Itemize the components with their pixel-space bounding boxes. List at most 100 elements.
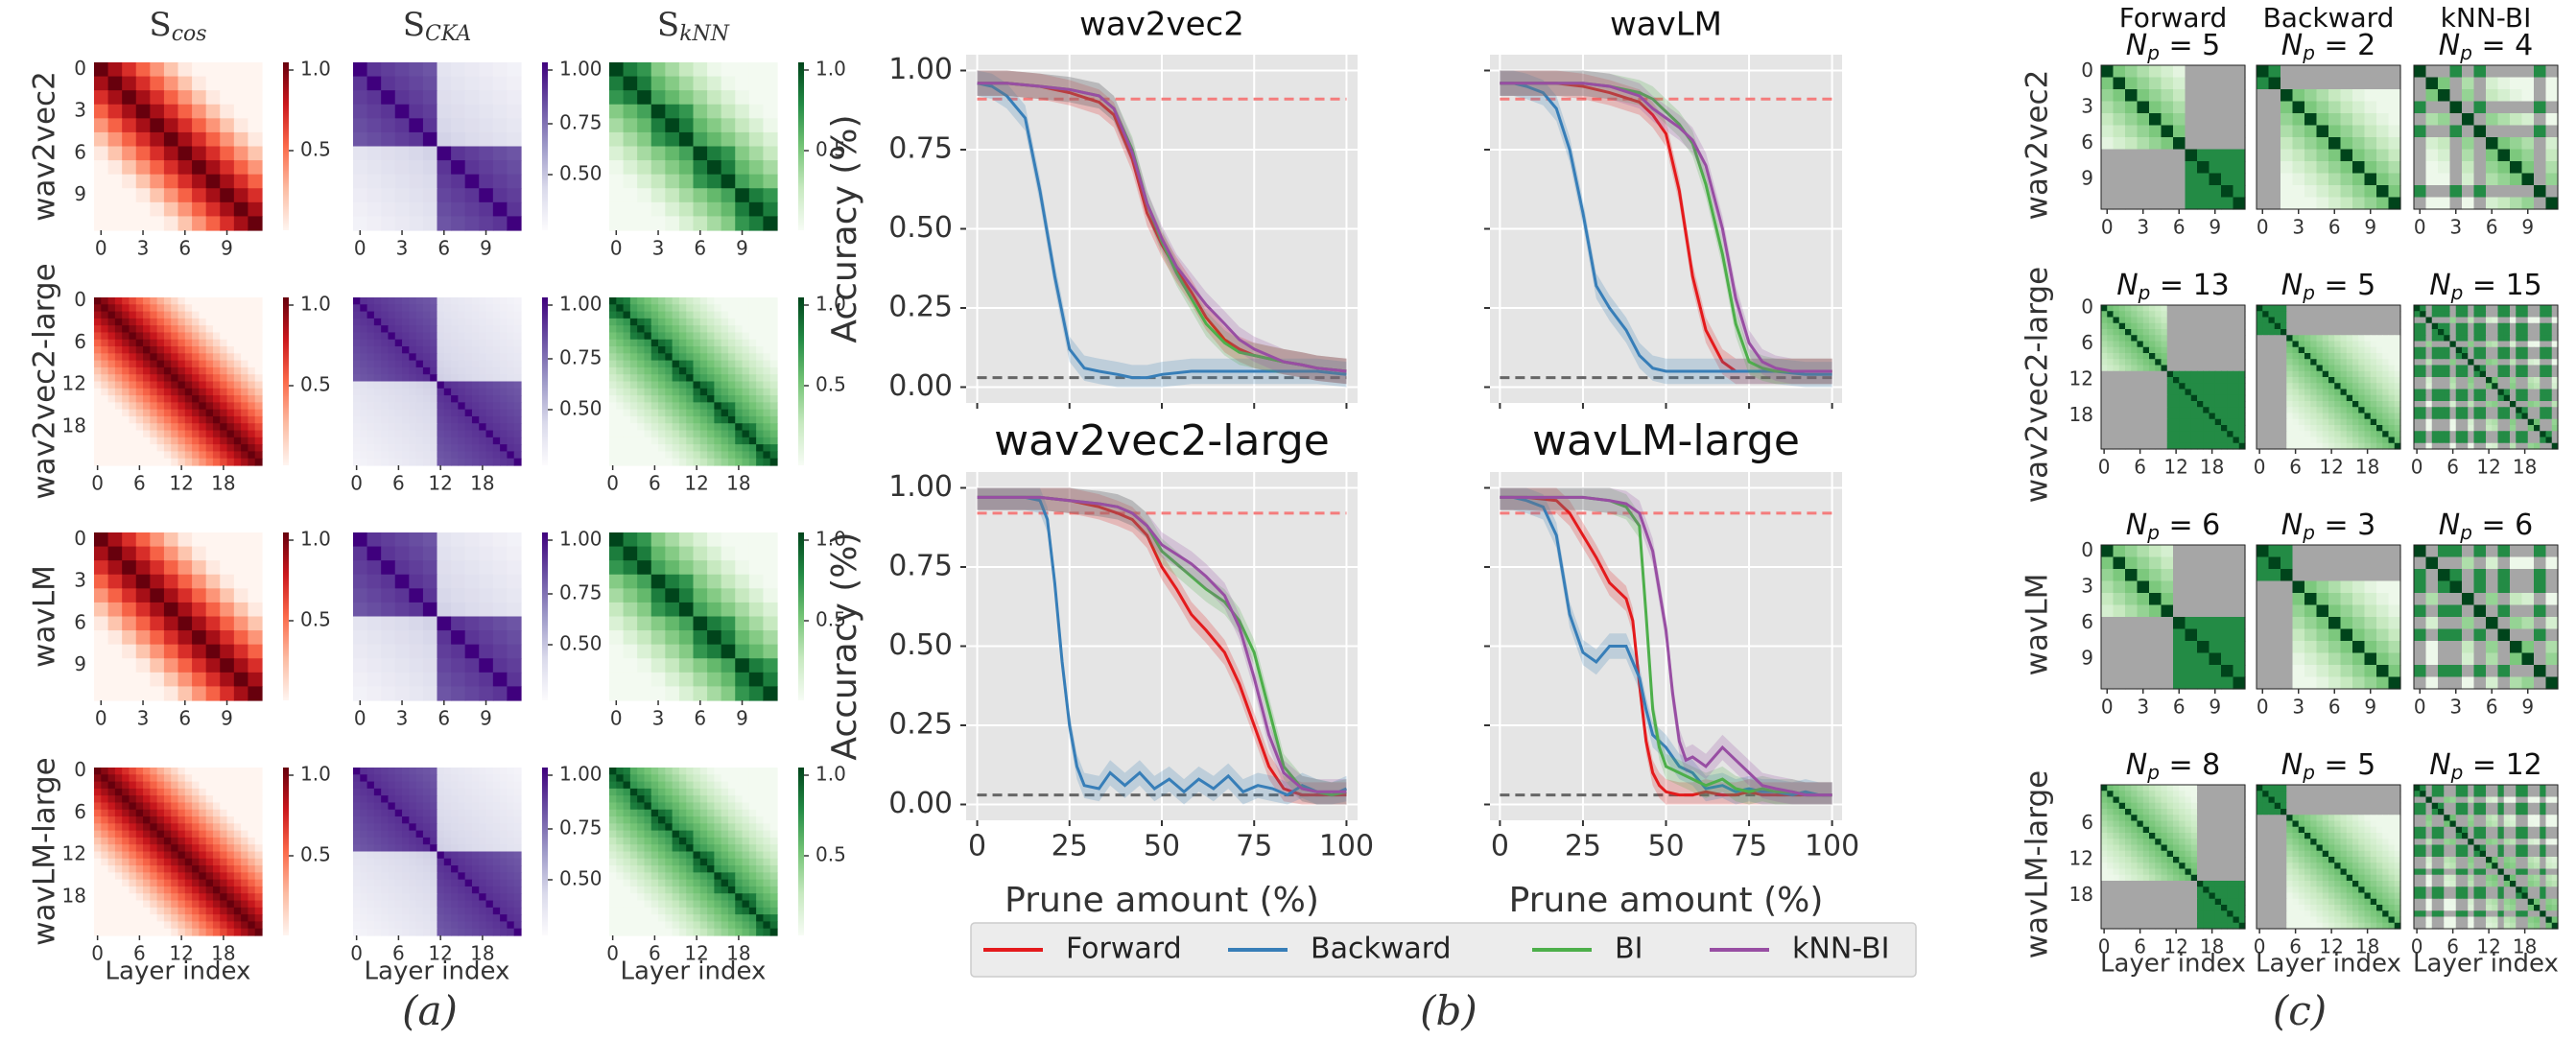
- heatmap-cell: [513, 395, 522, 403]
- heatmap-cell: [735, 823, 744, 832]
- heatmap-cell: [693, 360, 701, 368]
- heatmap-cell: [402, 844, 410, 853]
- heatmap-cell: [233, 837, 242, 845]
- heatmap-cell: [748, 830, 757, 839]
- heatmap-cell: [629, 837, 638, 845]
- heatmap-cell: [616, 928, 625, 936]
- heatmap-cell: [381, 616, 396, 631]
- heatmap-cell: [205, 423, 214, 432]
- heatmap-cell: [699, 795, 708, 804]
- heatmap-cell: [693, 311, 701, 319]
- heatmap-cell: [163, 366, 172, 375]
- x-tick-label: 6: [392, 942, 405, 965]
- heatmap-cell: [707, 311, 715, 319]
- heatmap-cell: [192, 816, 200, 824]
- heatmap-cell: [735, 131, 750, 148]
- heatmap-cell: [150, 76, 165, 91]
- heatmap-cell: [248, 802, 256, 811]
- heatmap-cell: [366, 872, 375, 881]
- heatmap-cell: [199, 402, 207, 411]
- map-cell: [2268, 77, 2281, 90]
- heatmap-cell: [451, 788, 459, 796]
- heatmap-cell: [623, 76, 638, 91]
- heatmap-cell: [415, 823, 424, 832]
- heatmap-cell: [409, 795, 417, 804]
- heatmap-cell: [665, 444, 674, 453]
- heatmap-cell: [735, 174, 750, 189]
- heatmap-cell: [451, 532, 466, 548]
- heatmap-cell: [415, 914, 424, 923]
- heatmap-cell: [135, 409, 144, 417]
- colorbar-label: 0.75: [559, 581, 603, 604]
- heatmap-cell: [437, 851, 445, 860]
- heatmap-cell: [609, 560, 625, 576]
- heatmap-cell: [672, 325, 680, 334]
- heatmap-cell: [464, 872, 473, 881]
- heatmap-cell: [644, 858, 652, 866]
- heatmap-cell: [163, 360, 172, 368]
- heatmap-cell: [769, 444, 778, 453]
- heatmap-cell: [233, 374, 242, 383]
- heatmap-cell: [500, 858, 508, 866]
- heatmap-cell: [735, 332, 744, 341]
- heatmap-cell: [458, 353, 466, 362]
- heatmap-cell: [129, 865, 137, 873]
- heatmap-cell: [226, 879, 235, 887]
- heatmap-cell: [226, 886, 235, 894]
- heatmap-cell: [150, 451, 158, 460]
- heatmap-cell: [402, 774, 410, 783]
- heatmap-cell: [756, 802, 765, 811]
- map-cell: [2233, 197, 2246, 210]
- heatmap-cell: [101, 795, 109, 804]
- heatmap-cell: [672, 823, 680, 832]
- heatmap-cell: [430, 851, 438, 860]
- heatmap-cell: [756, 415, 765, 424]
- heatmap-cell: [101, 928, 109, 936]
- heatmap-cell: [409, 872, 417, 881]
- heatmap-cell: [171, 339, 179, 347]
- heatmap-cell: [430, 366, 438, 375]
- heatmap-cell: [763, 865, 771, 873]
- heatmap-cell: [678, 886, 687, 894]
- heatmap-cell: [513, 816, 522, 824]
- heatmap-cell: [727, 802, 736, 811]
- heatmap-cell: [623, 809, 631, 817]
- heatmap-cell: [443, 402, 452, 411]
- heatmap-cell: [727, 388, 736, 396]
- heatmap-cell: [507, 532, 522, 548]
- x-tick-label: 25: [1052, 830, 1088, 863]
- heatmap-cell: [381, 914, 390, 923]
- heatmap-cell: [101, 451, 109, 460]
- heatmap-cell: [665, 118, 680, 133]
- map-cell: [2292, 113, 2305, 127]
- heatmap-cell: [458, 444, 466, 453]
- heatmap-cell: [184, 451, 193, 460]
- heatmap-cell: [366, 146, 382, 161]
- heatmap-cell: [707, 174, 722, 189]
- heatmap-cell: [693, 346, 701, 354]
- heatmap-cell: [415, 907, 424, 915]
- heatmap-cell: [430, 353, 438, 362]
- heatmap-cell: [629, 844, 638, 853]
- row-label-wavLM-large: wavLM-large: [28, 757, 62, 945]
- heatmap-cell: [658, 381, 666, 390]
- heatmap-cell: [707, 907, 715, 915]
- heatmap-cell: [212, 444, 221, 453]
- heatmap-cell: [609, 574, 625, 589]
- heatmap-cell: [623, 311, 631, 319]
- heatmap-cell: [637, 872, 646, 881]
- heatmap-cell: [212, 339, 221, 347]
- heatmap-cell: [129, 886, 137, 894]
- heatmap-cell: [479, 118, 494, 133]
- heatmap-cell: [678, 311, 687, 319]
- map-cell: [2197, 125, 2210, 138]
- heatmap-cell: [409, 788, 417, 796]
- heatmap-cell: [226, 304, 235, 313]
- x-tick-label: 18: [470, 472, 494, 495]
- heatmap-cell: [500, 928, 508, 936]
- heatmap-cell: [458, 318, 466, 326]
- heatmap-cell: [507, 325, 515, 334]
- x-tick-label: 0: [354, 237, 366, 260]
- heatmap-cell: [513, 858, 522, 866]
- heatmap-cell: [122, 297, 130, 305]
